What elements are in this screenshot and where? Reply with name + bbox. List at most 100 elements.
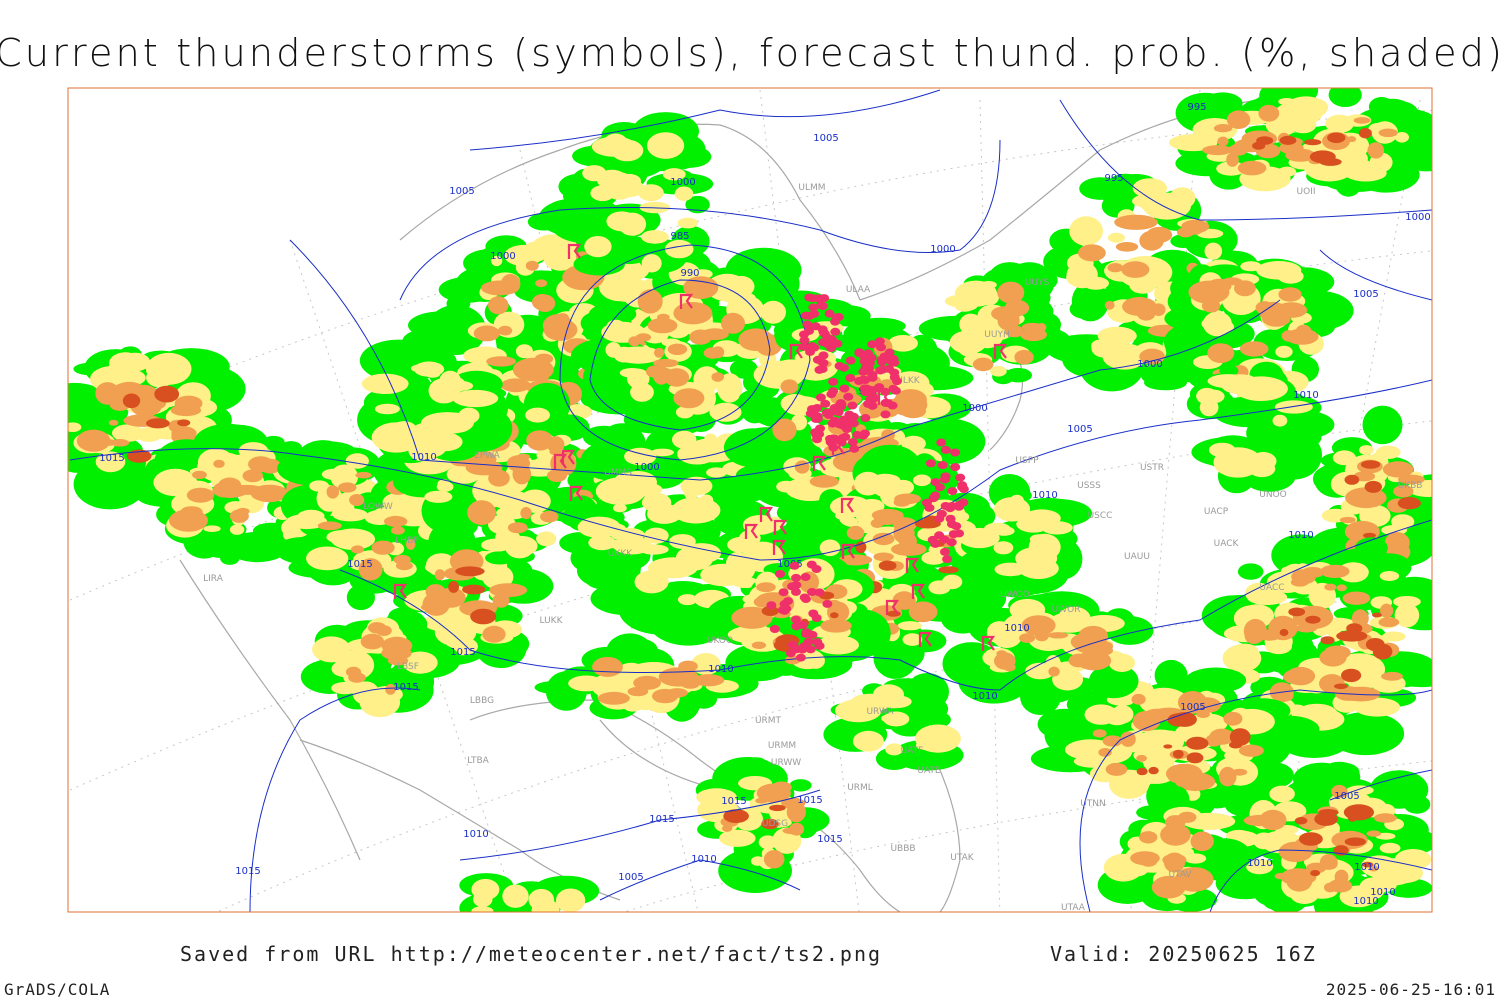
isobar-label: 1015 [649,814,674,825]
probability-patch [675,545,714,571]
probability-patch [1318,809,1339,816]
probability-patch [326,485,340,499]
probability-patch [1204,242,1223,260]
station-label: UKKK [608,549,633,559]
probability-patch [1391,514,1415,530]
probability-patch [1226,152,1239,167]
probability-patch [638,184,664,202]
probability-patch [1374,813,1397,823]
isobar-label: 1010 [463,829,488,840]
probability-patch [617,173,642,189]
probability-patch [769,794,784,802]
storm-cluster [834,420,845,429]
probability-patch [912,474,932,487]
probability-patch [505,535,538,557]
probability-patch [76,429,111,452]
probability-patch [634,570,669,594]
station-label: UWOR [1052,605,1081,615]
probability-patch [693,366,721,393]
probability-patch [1238,744,1264,757]
isobar-label: 1005 [1067,424,1092,435]
probability-patch [1167,713,1191,727]
storm-cluster [950,448,961,457]
generated-time: 2025-06-25-16:01 [1326,980,1496,999]
probability-patch [667,343,688,355]
probability-patch [1372,643,1393,660]
probability-patch [1239,375,1256,387]
probability-patch [1281,330,1297,342]
probability-patch [1309,150,1336,164]
storm-cluster [818,328,829,337]
storm-cluster [779,606,790,615]
probability-patch [1258,104,1280,122]
storm-cluster [799,593,810,602]
probability-patch [1394,132,1409,143]
isobar-label: 1010 [1353,896,1378,907]
probability-patch [1205,673,1228,691]
station-label: URWA [866,707,894,717]
probability-patch [1336,584,1347,592]
storm-cluster [791,622,802,631]
probability-patch [1328,88,1362,107]
storm-cluster [820,399,831,408]
probability-patch [1259,301,1288,323]
probability-patch [1146,226,1173,243]
valid-time: Valid: 20250625 16Z [1050,942,1317,966]
probability-patch [1172,749,1184,759]
probability-patch [809,475,839,488]
probability-patch [1022,509,1061,527]
probability-patch [897,621,923,631]
probability-patch [1286,109,1313,121]
probability-patch [691,653,721,675]
probability-patch [970,321,1004,349]
probability-patch [331,682,359,695]
storm-cluster [889,358,900,367]
isobar-label: 1005 [1334,791,1359,802]
probability-patch [647,317,678,334]
probability-patch [868,481,883,494]
probability-patch [375,625,392,636]
probability-patch [1111,697,1134,706]
storm-cluster [799,330,810,339]
probability-patch [643,527,669,544]
storm-cluster [812,414,823,423]
storm-cluster [814,641,825,650]
probability-patch [1286,666,1316,686]
probability-patch [1362,861,1374,868]
storm-cluster [891,377,902,386]
probability-patch [1344,837,1366,846]
probability-patch [526,430,553,451]
probability-patch [1139,831,1158,844]
probability-patch [1131,693,1146,705]
probability-patch [721,312,745,334]
probability-patch [1391,145,1432,166]
station-label: UATF [901,746,924,756]
storm-cluster [936,509,947,518]
probability-patch [1213,124,1233,133]
station-label: USCC [1088,511,1113,521]
probability-patch [309,480,329,492]
probability-patch [1163,744,1173,749]
isobar-label: 1015 [393,682,418,693]
probability-patch [626,368,650,389]
probability-patch [1360,460,1381,469]
probability-patch [1246,858,1274,875]
probability-patch [236,507,250,515]
current-thunderstorms [393,243,1008,662]
probability-patch [1084,704,1118,725]
probability-patch [450,370,503,398]
probability-patch [1344,164,1387,182]
isobar-label: 1010 [708,664,733,675]
isobar-label: 1015 [450,647,475,658]
storm-cluster [808,609,819,618]
isobar-label: 1015 [235,866,260,877]
probability-patch [1025,662,1056,680]
probability-patch [692,674,725,687]
probability-patch [1304,139,1322,146]
station-label: UOII [1297,187,1316,197]
probability-patch [1219,365,1239,377]
probability-patch [639,544,669,555]
probability-patch [1068,653,1090,668]
probability-patch [1218,766,1237,787]
probability-patch [1324,583,1337,591]
